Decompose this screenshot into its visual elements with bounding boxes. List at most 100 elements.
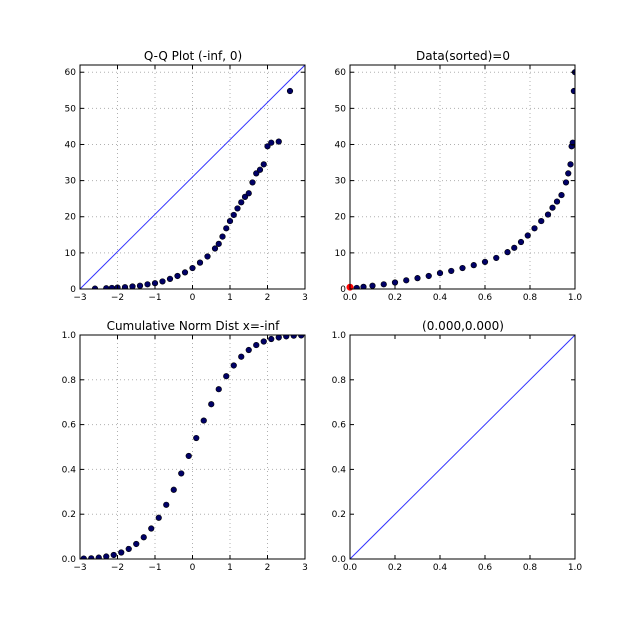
- data-point: [425, 272, 432, 280]
- data-point: [538, 217, 545, 225]
- data-point: [208, 401, 215, 408]
- data-point: [524, 232, 531, 239]
- data-point: [234, 205, 241, 212]
- x-tick-label: 1: [227, 563, 233, 573]
- x-tick-label: −2: [111, 563, 124, 573]
- data-point: [211, 245, 219, 252]
- data-point: [448, 267, 455, 275]
- data-point: [241, 193, 249, 200]
- subplot-title: Cumulative Norm Dist x=-inf: [107, 319, 281, 333]
- data-point: [481, 258, 489, 266]
- plot-area: [350, 335, 575, 559]
- subplot-title: Q-Q Plot (-inf, 0): [144, 49, 242, 63]
- data-point: [136, 282, 144, 289]
- data-point: [159, 278, 166, 285]
- subplot-identity-line: (0.000,0.000) 0.0 0.2 0.4 0.6 0.8 1.0 0.0 0.2 0.…: [332, 319, 583, 573]
- data-point: [369, 282, 376, 289]
- x-tick-label: −3: [73, 563, 86, 573]
- data-point: [196, 259, 204, 266]
- data-point: [353, 284, 360, 289]
- data-point: [256, 166, 264, 173]
- x-tick-label: 2: [265, 293, 271, 303]
- data-point: [283, 335, 290, 340]
- x-tick-label: 0.0: [343, 563, 358, 573]
- x-tick-label: 0.2: [388, 563, 402, 573]
- data-point: [223, 225, 230, 232]
- x-tick-label: 0.4: [433, 293, 448, 303]
- data-point: [189, 264, 196, 272]
- x-tick-label: 0.2: [388, 293, 402, 303]
- y-tick-label: 10: [65, 249, 77, 259]
- y-tick-label: 0.0: [62, 555, 77, 565]
- data-point: [148, 525, 155, 532]
- y-tick-label: 40: [335, 140, 347, 150]
- data-point: [95, 554, 102, 559]
- subplot-title: Data(sorted)=0: [416, 49, 510, 63]
- x-tick-label: 0: [190, 563, 196, 573]
- data-point: [238, 353, 245, 360]
- data-point: [133, 540, 140, 548]
- data-point: [193, 434, 200, 442]
- data-point: [553, 198, 561, 205]
- data-point: [414, 275, 421, 282]
- subplot-sorted-data: Data(sorted)=0 0.0 0.2 0.4 0.6 0.8 1.0 0 10 20 30…: [335, 49, 583, 303]
- data-point: [226, 217, 234, 225]
- plot-area: [80, 335, 305, 559]
- y-tick-label: 0.4: [332, 465, 347, 475]
- data-point: [511, 244, 518, 251]
- data-point: [253, 341, 260, 349]
- data-point: [140, 534, 147, 541]
- x-tick-label: −3: [73, 293, 86, 303]
- data-point: [459, 264, 466, 272]
- y-tick-label: 30: [65, 177, 77, 187]
- y-tick-label: 1.0: [62, 331, 77, 341]
- data-point: [170, 486, 177, 493]
- subplot-qq: Q-Q Plot (-inf, 0) −3 −2 −1 0 1 2 301020304050…: [65, 49, 308, 303]
- data-point: [219, 233, 226, 240]
- data-point: [174, 272, 181, 280]
- data-point: [230, 211, 237, 219]
- x-tick-label: 0.0: [343, 293, 358, 303]
- data-point: [275, 335, 282, 341]
- data-point: [260, 338, 267, 345]
- data-point: [253, 170, 260, 177]
- series-line: [350, 335, 575, 559]
- y-tick-label: 0.2: [332, 510, 346, 520]
- x-tick-label: 0.8: [523, 563, 538, 573]
- x-tick-label: −1: [148, 293, 161, 303]
- data-point: [245, 346, 252, 354]
- x-tick-label: 0.6: [478, 563, 493, 573]
- x-tick-label: 1.0: [568, 293, 583, 303]
- data-point: [238, 199, 245, 206]
- y-tick-label: 60: [335, 68, 347, 78]
- y-tick-label: 0.4: [62, 465, 77, 475]
- data-point: [436, 270, 444, 277]
- subplot-title: (0.000,0.000): [422, 319, 504, 333]
- x-tick-label: −1: [148, 563, 161, 573]
- y-tick-label: 0.6: [62, 421, 77, 431]
- y-tick-label: 20: [335, 213, 347, 223]
- x-tick-label: 1: [227, 293, 233, 303]
- data-point: [544, 211, 552, 218]
- data-point: [531, 225, 538, 232]
- data-point: [517, 238, 525, 246]
- data-point: [249, 179, 256, 186]
- y-tick-label: 0.8: [62, 376, 77, 386]
- y-tick-label: 0: [340, 285, 346, 295]
- data-point: [204, 253, 211, 260]
- y-tick-label: 60: [65, 68, 77, 78]
- data-point: [391, 279, 399, 286]
- x-tick-label: 1.0: [568, 563, 583, 573]
- axes-frame: [349, 64, 576, 290]
- data-point: [360, 283, 367, 289]
- data-point: [88, 555, 95, 559]
- x-tick-label: 0: [190, 293, 196, 303]
- y-tick-label: 20: [65, 213, 77, 223]
- y-tick-label: 50: [65, 104, 77, 114]
- data-point: [163, 501, 170, 508]
- data-point: [558, 191, 565, 199]
- data-point: [223, 373, 230, 380]
- subplot-cumulative-norm: Cumulative Norm Dist x=-inf −3 −2 −1 0 1 2 3 0.…: [62, 319, 308, 573]
- data-point: [275, 138, 282, 145]
